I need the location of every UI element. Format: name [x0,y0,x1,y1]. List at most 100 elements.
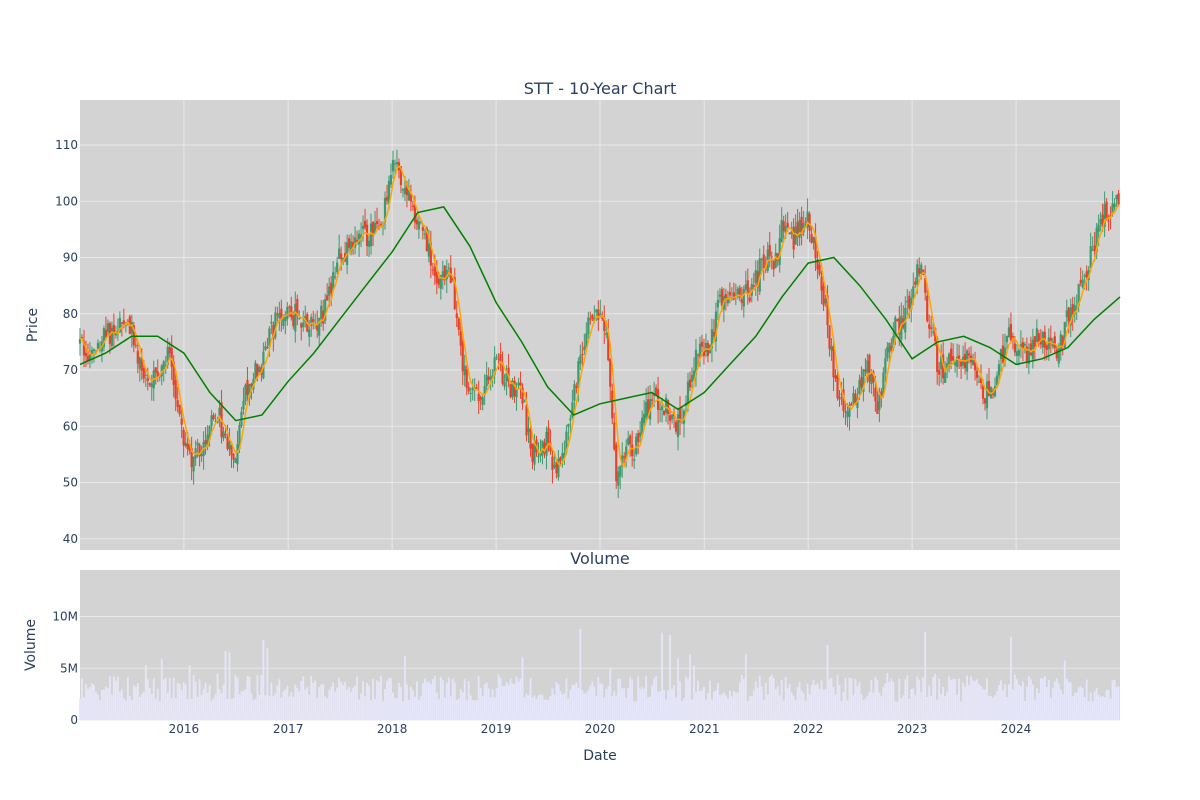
volume-bar [693,665,695,720]
volume-bar [160,658,163,720]
candle-body [832,345,835,378]
candle-body [298,318,301,320]
volume-bar [1109,698,1112,720]
candle-body [983,398,987,404]
candle-body [1017,350,1021,356]
volume-bar [930,695,933,720]
volume-bar [611,696,614,720]
volume-bar [322,683,325,720]
candle-body [1065,310,1068,318]
candle-body [583,346,586,351]
candle-body [282,318,285,326]
volume-bar [310,675,313,720]
candle-body [782,221,785,232]
candle-body [188,444,191,451]
volume-bar [529,678,532,720]
candle-body [676,414,680,437]
volume-bar [573,684,576,720]
volume-bar [1059,689,1062,720]
candle-body [435,271,438,284]
candle-body [856,398,859,409]
candle-body [371,221,375,236]
candle-body [952,356,955,361]
volume-bar [1057,683,1060,720]
volume-bar [410,687,412,720]
candle-body [571,402,574,418]
volume-bar [140,694,143,720]
candle-body [1027,348,1030,364]
volume-bar [852,695,855,720]
candle-body [639,432,642,437]
volume-bar [691,699,693,720]
price-tick-label: 100 [55,194,78,208]
candle-body [162,361,165,371]
candle-body [375,220,379,225]
candle-body [979,378,983,383]
candle-body [1075,307,1078,310]
volume-bar [93,684,95,720]
volume-bar [483,684,486,720]
candle-body [166,346,169,365]
volume-bar [946,691,949,720]
volume-bar [521,657,524,720]
volume-bar [840,701,843,720]
candle-body [800,216,803,235]
volume-bar [274,693,277,720]
candle-body [836,374,839,398]
volume-bar [860,693,863,720]
volume-bar [435,692,438,720]
candle-body [914,281,917,285]
candle-body [286,306,289,320]
volume-bar [491,689,494,720]
candle-body [1079,280,1082,284]
volume-bar [814,685,817,720]
volume-bar [132,685,135,720]
candle-body [575,386,578,388]
candle-body [134,345,137,347]
volume-bar [629,676,632,720]
candle-body [563,452,566,459]
candle-body [577,361,580,389]
volume-bar [934,673,937,720]
candle-body [228,441,231,450]
candle-body [938,370,941,375]
volume-bar [994,695,996,720]
volume-bar [116,676,119,720]
candle-body [1071,304,1074,317]
volume-bar [1004,684,1006,720]
candle-body [106,323,110,333]
volume-bar [463,679,466,720]
candle-body [318,318,321,336]
volume-bar [974,680,976,720]
candle-body [932,331,935,333]
candle-body [521,387,524,404]
candle-body [615,444,618,482]
candle-body [431,269,434,271]
volume-bar [469,695,472,720]
candle-body [834,375,837,379]
volume-bar [918,679,921,720]
candle-body [959,359,963,367]
volume-bar [114,680,117,720]
candle-body [690,374,694,382]
candle-body [242,400,245,410]
candle-body [461,341,464,372]
candle-body [1115,194,1118,199]
candle-body [934,327,937,342]
candle-body [1103,204,1106,228]
volume-bar [284,689,287,720]
volume-bar [81,678,83,720]
volume-bar [87,688,89,720]
volume-bar [473,700,476,720]
volume-bar [196,697,199,720]
volume-bar [744,653,747,720]
x-tick-label: 2023 [897,722,928,736]
volume-bar [232,697,235,720]
volume-bar [1075,692,1078,720]
volume-bar [796,686,799,720]
candle-body [1073,305,1076,315]
candle-body [621,455,624,467]
volume-bar [952,679,955,720]
volume-bar [802,693,805,720]
candle-body [495,356,498,358]
